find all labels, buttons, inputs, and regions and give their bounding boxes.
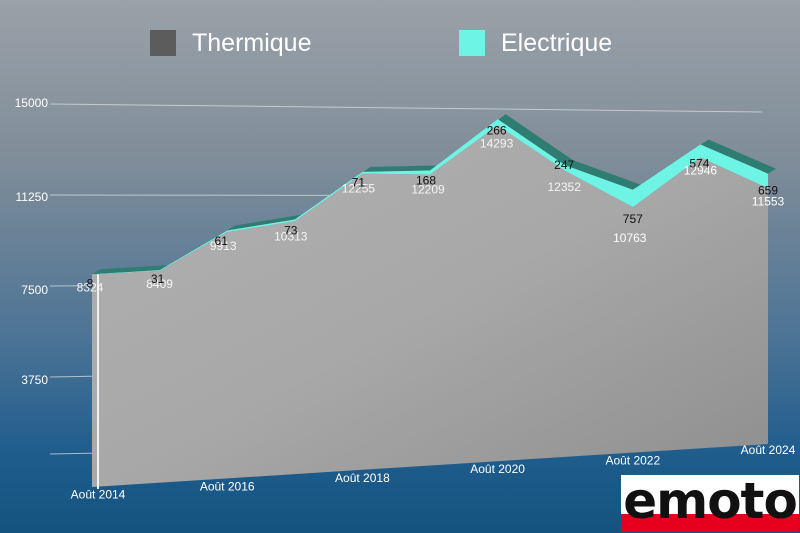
- legend-label-electrique: Electrique: [501, 28, 613, 57]
- legend-item-thermique: Thermique: [150, 26, 312, 60]
- series-area-thermique: [92, 125, 768, 487]
- data-label-thermique: 9913: [210, 239, 237, 253]
- y-tick-label: 15000: [15, 96, 49, 110]
- x-tick-label: Août 2022: [605, 454, 660, 468]
- y-tick-label: 11250: [16, 190, 49, 204]
- data-label-electrique: 31: [151, 272, 165, 286]
- x-tick-label: Août 2018: [335, 471, 390, 485]
- data-label-thermique: 12209: [411, 183, 445, 197]
- data-label-thermique: 12255: [342, 182, 376, 196]
- x-tick-label: Août 2016: [200, 479, 255, 493]
- data-label-electrique: 71: [352, 176, 366, 190]
- chart-legend: Thermique Electrique: [0, 26, 800, 60]
- data-label-thermique: 10313: [274, 229, 308, 243]
- data-label-electrique: 574: [689, 156, 709, 170]
- data-label-electrique: 659: [758, 183, 778, 197]
- data-label-electrique: 757: [623, 212, 643, 226]
- x-tick-label: Août 2014: [71, 488, 126, 502]
- data-label-electrique: 266: [487, 123, 507, 137]
- y-tick-label: 7500: [21, 283, 48, 297]
- data-label-electrique: 247: [554, 158, 574, 172]
- data-label-thermique: 8409: [146, 277, 173, 291]
- logo-text: emoto: [623, 475, 798, 530]
- gridline: [49, 103, 763, 113]
- data-label-thermique: 14293: [480, 136, 514, 150]
- legend-item-electrique: Electrique: [459, 26, 612, 60]
- legend-swatch-electrique: [459, 30, 485, 56]
- emoto-logo: emoto: [621, 475, 799, 532]
- y-tick-label: 3750: [21, 373, 48, 387]
- logo-red-band: [621, 514, 799, 532]
- data-label-thermique: 10763: [613, 231, 647, 245]
- data-label-electrique: 61: [215, 234, 229, 248]
- series-area-electrique: [92, 119, 768, 275]
- data-label-thermique: 8324: [77, 280, 104, 294]
- legend-swatch-thermique: [150, 30, 176, 56]
- x-tick-label: Août 2020: [470, 462, 525, 476]
- data-label-electrique: 8: [87, 276, 94, 290]
- data-label-electrique: 168: [416, 174, 436, 188]
- x-tick-label: Août 2024: [741, 443, 796, 457]
- data-label-thermique: 11553: [752, 194, 785, 208]
- data-label-thermique: 12946: [684, 163, 718, 177]
- data-label-thermique: 12352: [548, 180, 582, 194]
- legend-label-thermique: Thermique: [192, 28, 312, 57]
- data-label-electrique: 73: [284, 223, 298, 237]
